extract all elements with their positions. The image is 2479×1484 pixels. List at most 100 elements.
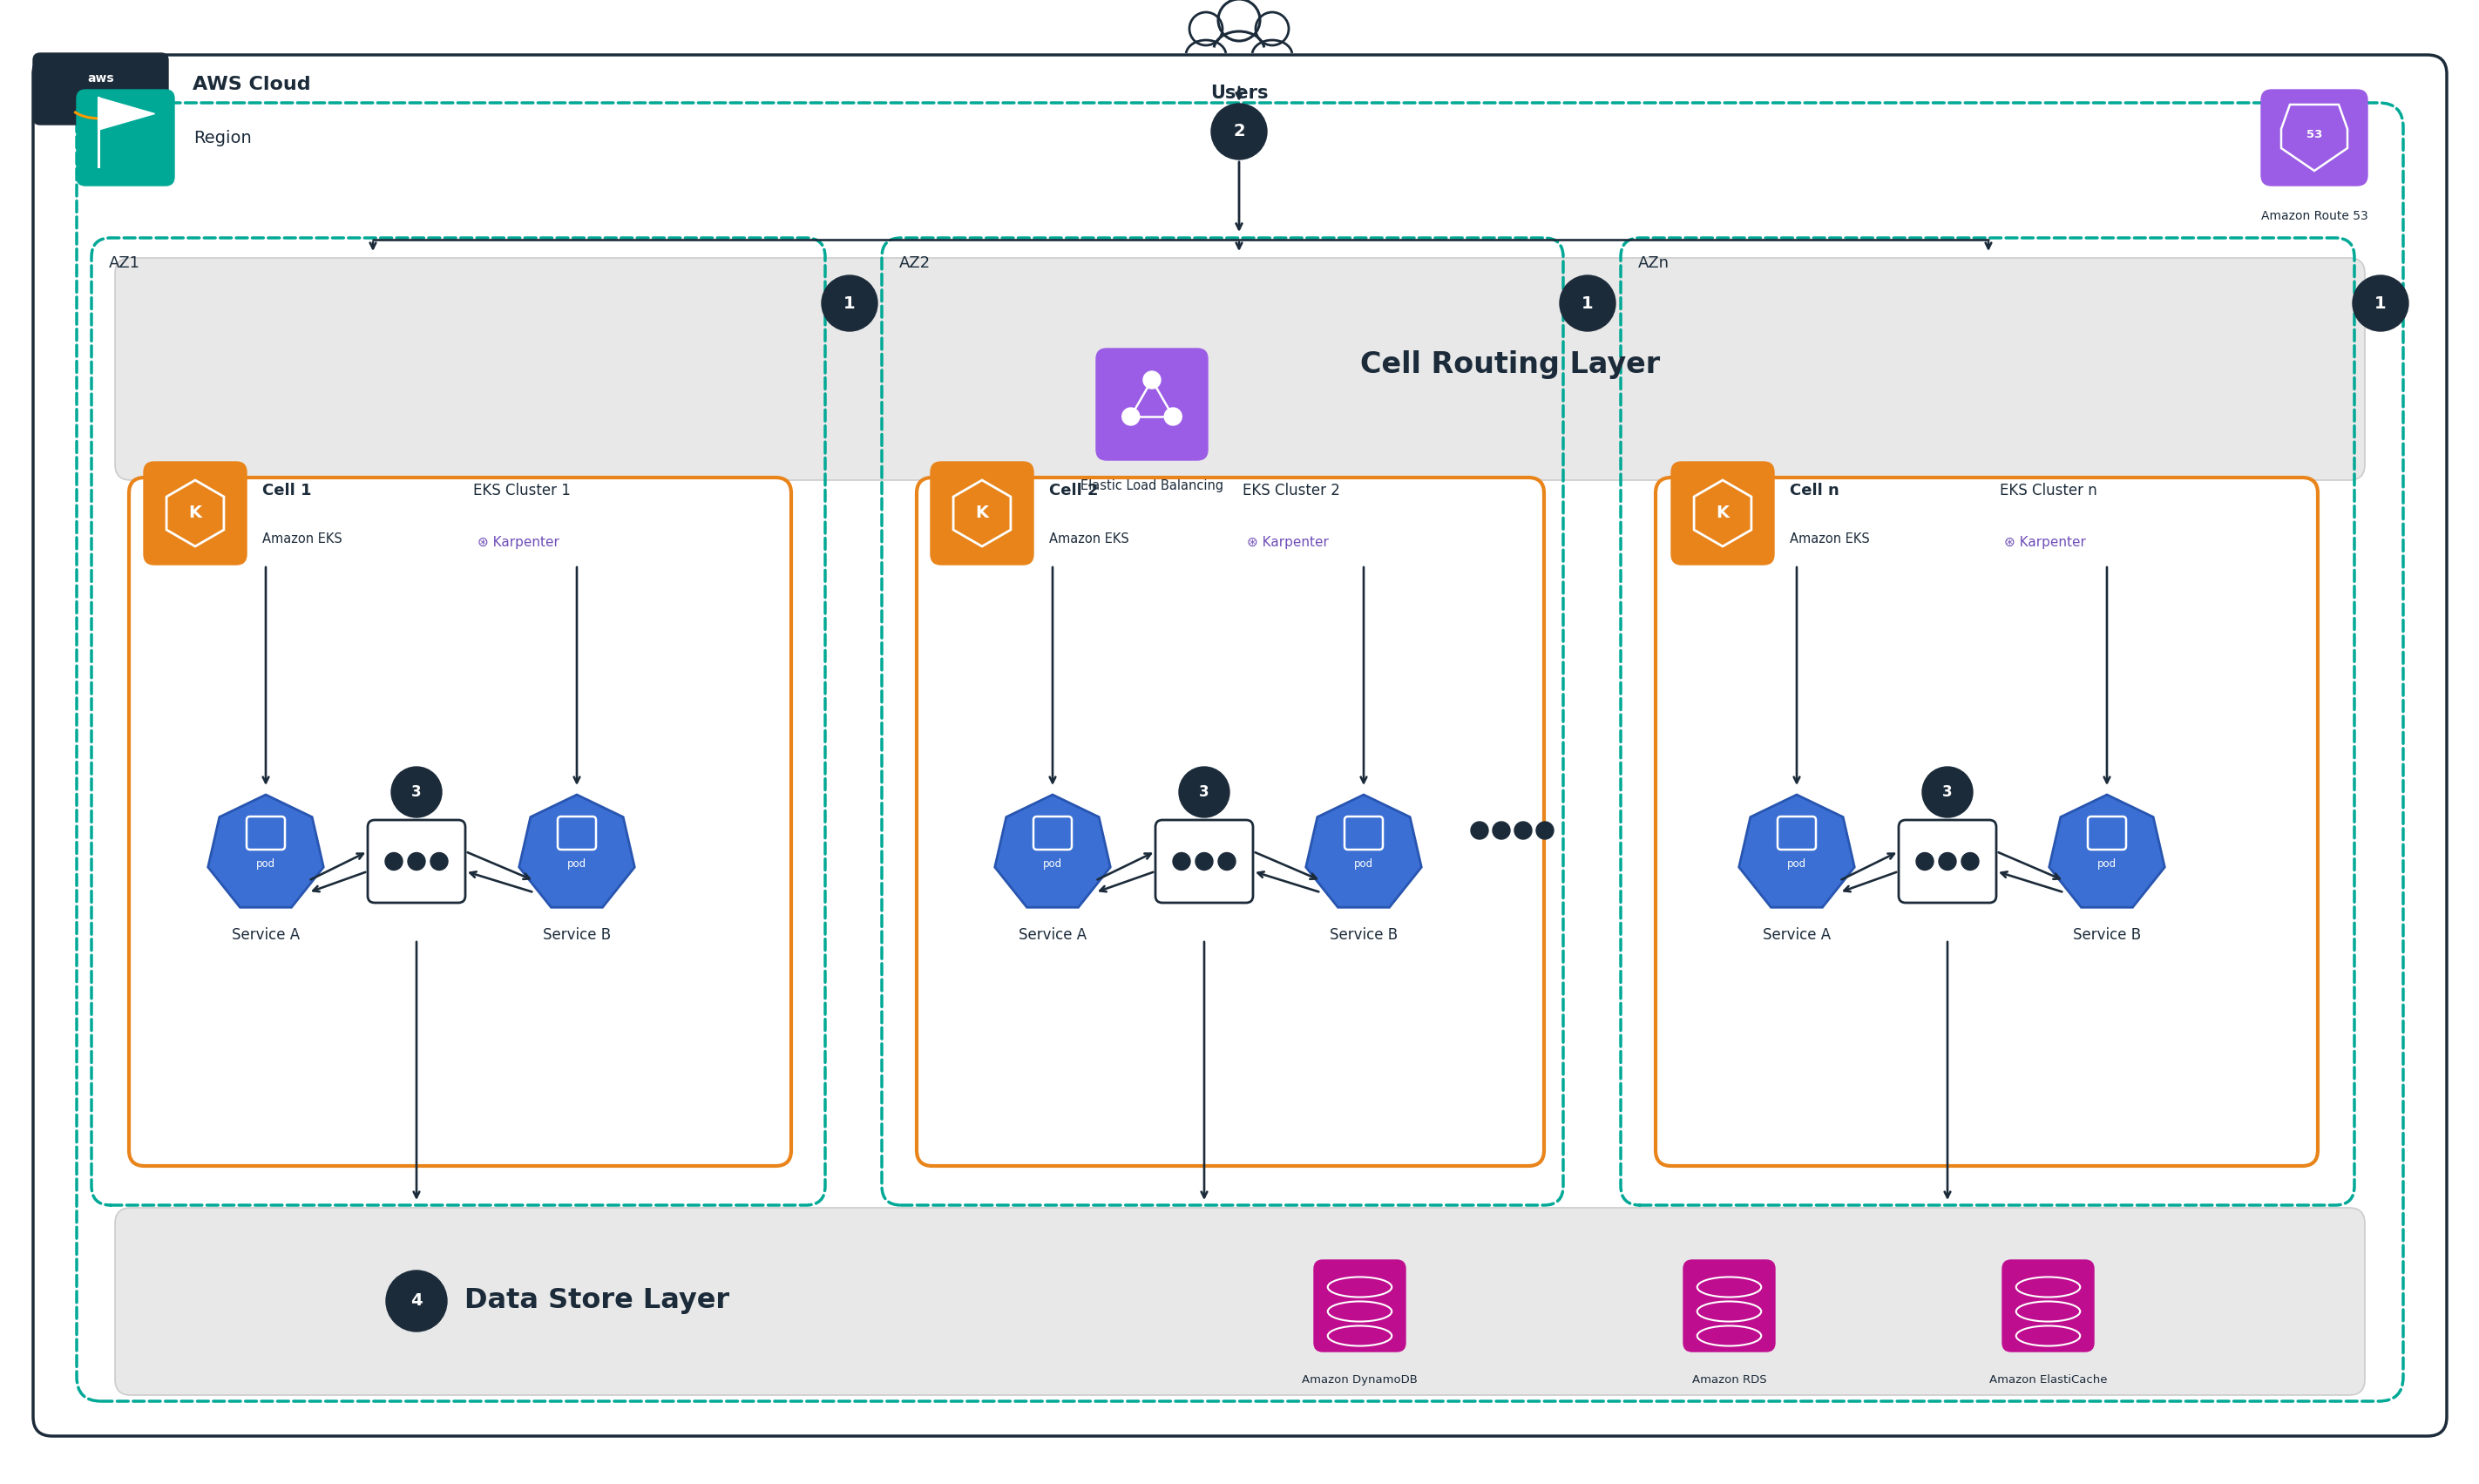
Text: pod: pod [1354,859,1373,870]
Text: Amazon EKS: Amazon EKS [1049,533,1128,546]
Text: AZ1: AZ1 [109,255,141,272]
Text: Cell 1: Cell 1 [263,482,312,499]
Text: ⊛ Karpenter: ⊛ Karpenter [478,536,560,549]
Text: K: K [1715,505,1730,521]
Text: Amazon ElastiCache: Amazon ElastiCache [1988,1374,2107,1386]
FancyBboxPatch shape [1683,1260,1775,1352]
Polygon shape [1306,795,1420,907]
Circle shape [1212,104,1267,159]
Text: Cell n: Cell n [1790,482,1839,499]
FancyBboxPatch shape [32,53,169,125]
Circle shape [1217,853,1235,870]
Circle shape [1492,822,1510,838]
Polygon shape [2050,795,2164,907]
Polygon shape [518,795,635,907]
Circle shape [1173,853,1190,870]
FancyBboxPatch shape [32,55,2447,1437]
Circle shape [1961,853,1978,870]
FancyBboxPatch shape [1155,821,1252,902]
FancyBboxPatch shape [930,462,1034,565]
Text: aws: aws [87,73,114,85]
Text: Service B: Service B [543,928,610,942]
Circle shape [1195,853,1212,870]
Text: EKS Cluster 2: EKS Cluster 2 [1242,482,1341,499]
Circle shape [821,276,878,331]
Text: AZn: AZn [1639,255,1668,272]
Text: pod: pod [568,859,588,870]
Text: 3: 3 [1200,784,1210,800]
FancyBboxPatch shape [1899,821,1996,902]
Text: Cell Routing Layer: Cell Routing Layer [1361,350,1661,378]
Text: Cell 2: Cell 2 [1049,482,1098,499]
Circle shape [1180,767,1230,818]
Text: EKS Cluster n: EKS Cluster n [2001,482,2097,499]
Text: ⊛ Karpenter: ⊛ Karpenter [2006,536,2087,549]
Circle shape [387,1270,446,1331]
Circle shape [1515,822,1532,838]
Circle shape [384,853,402,870]
Text: 1: 1 [2375,295,2387,312]
Text: pod: pod [1787,859,1807,870]
Polygon shape [994,795,1111,907]
Text: AZ2: AZ2 [900,255,930,272]
Text: Service A: Service A [1763,928,1832,942]
FancyBboxPatch shape [2003,1260,2095,1352]
FancyBboxPatch shape [2261,89,2367,186]
FancyBboxPatch shape [1671,462,1775,565]
Text: pod: pod [255,859,275,870]
Text: Service A: Service A [1019,928,1086,942]
FancyBboxPatch shape [1096,349,1207,460]
Text: 3: 3 [412,784,421,800]
Text: Service B: Service B [1329,928,1398,942]
FancyBboxPatch shape [1656,478,2318,1166]
Circle shape [431,853,449,870]
Circle shape [1939,853,1956,870]
Text: K: K [188,505,201,521]
Circle shape [1123,408,1140,426]
Text: 1: 1 [1582,295,1594,312]
FancyBboxPatch shape [144,462,245,565]
Text: Elastic Load Balancing: Elastic Load Balancing [1081,479,1225,493]
Circle shape [1916,853,1934,870]
Text: Region: Region [193,129,250,145]
Text: 3: 3 [1944,784,1953,800]
Circle shape [1559,276,1616,331]
Text: Data Store Layer: Data Store Layer [464,1288,729,1315]
FancyBboxPatch shape [129,478,791,1166]
Circle shape [1921,767,1973,818]
Text: Amazon EKS: Amazon EKS [263,533,342,546]
Polygon shape [1738,795,1854,907]
Circle shape [2353,276,2410,331]
FancyBboxPatch shape [114,258,2365,481]
Text: Service B: Service B [2072,928,2142,942]
FancyBboxPatch shape [114,1208,2365,1395]
Text: Users: Users [1210,85,1269,102]
Text: 1: 1 [843,295,855,312]
Text: 2: 2 [1232,123,1244,139]
Text: Amazon DynamoDB: Amazon DynamoDB [1301,1374,1418,1386]
Text: 53: 53 [2305,129,2323,141]
Text: Amazon EKS: Amazon EKS [1790,533,1869,546]
Text: pod: pod [2097,859,2117,870]
Text: AWS Cloud: AWS Cloud [193,76,310,93]
Circle shape [1470,822,1487,838]
Polygon shape [208,795,325,907]
FancyBboxPatch shape [367,821,466,902]
FancyBboxPatch shape [77,89,174,186]
Circle shape [407,853,426,870]
Polygon shape [99,98,154,131]
Text: Amazon Route 53: Amazon Route 53 [2261,211,2367,223]
FancyBboxPatch shape [917,478,1544,1166]
Text: Amazon RDS: Amazon RDS [1691,1374,1768,1386]
Text: 4: 4 [412,1293,421,1309]
Circle shape [1537,822,1554,838]
Text: pod: pod [1044,859,1061,870]
Text: Service A: Service A [231,928,300,942]
Circle shape [392,767,441,818]
Text: ⊛ Karpenter: ⊛ Karpenter [1247,536,1329,549]
Circle shape [1143,371,1160,389]
FancyBboxPatch shape [1314,1260,1406,1352]
Text: EKS Cluster 1: EKS Cluster 1 [473,482,570,499]
Circle shape [1165,408,1182,426]
Text: K: K [974,505,989,521]
